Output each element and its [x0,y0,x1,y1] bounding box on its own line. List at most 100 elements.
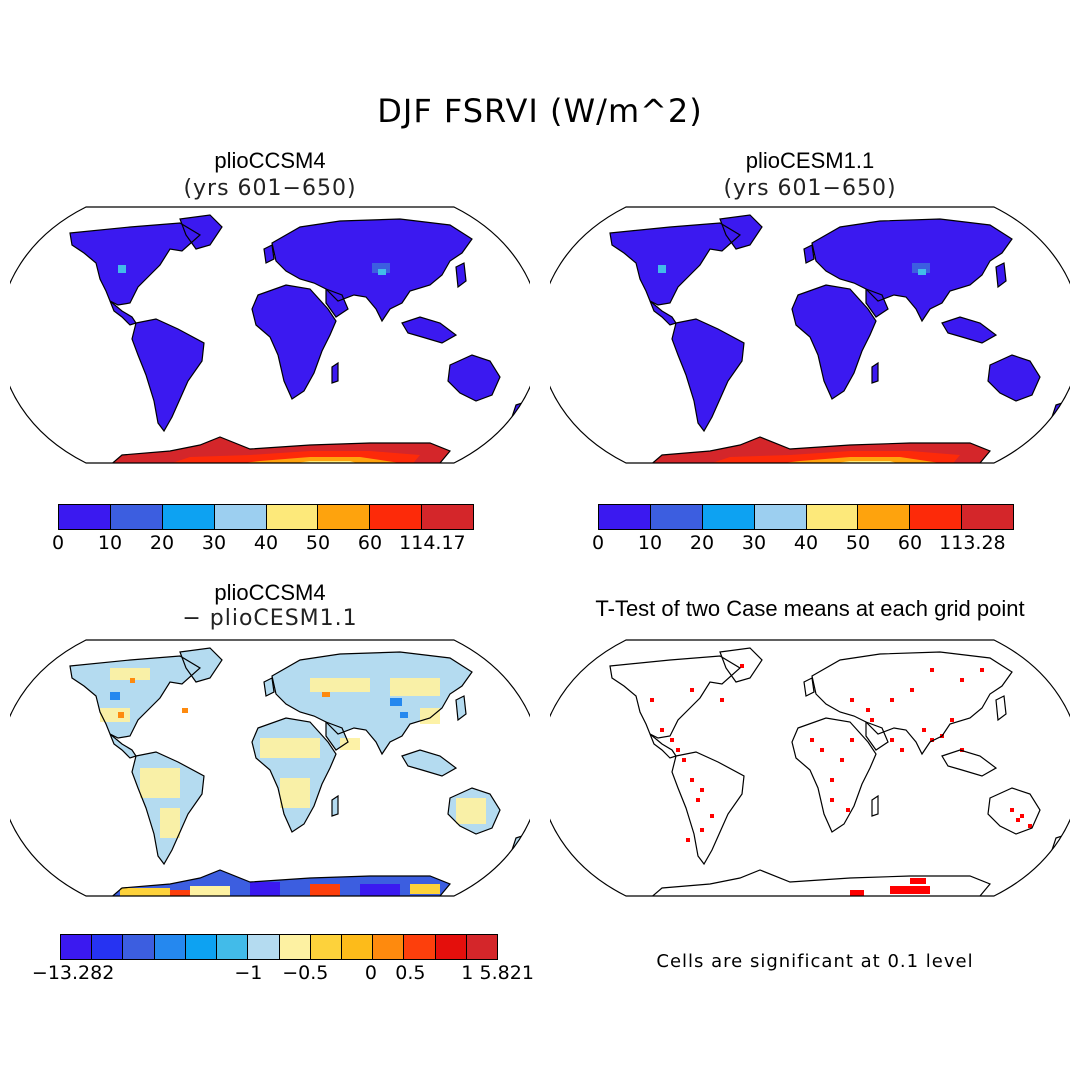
continent-africa [792,285,876,399]
coastline-japan [455,262,467,289]
continent-japan [996,263,1006,287]
antarctica-patch [310,884,340,896]
significant-cell [930,738,934,742]
continent-uk [804,245,814,263]
coastline-arabia [865,721,889,751]
coastline-uk [263,677,275,697]
colorbar-swatch [247,935,279,959]
significant-cell [870,718,874,722]
continent-japan [996,696,1006,720]
colorbar-tick-label: 5.821 [479,962,534,984]
panel3-title: plioCCSM4 [214,580,326,605]
continent-namerica [70,656,200,738]
diff-patch [140,768,180,798]
colorbar-swatch [61,935,92,959]
significant-cell [700,828,704,832]
coastline-australia [987,354,1041,402]
continent-samerica [672,319,744,431]
coastline-uk [263,244,275,264]
coastline-centralam [109,300,137,326]
significant-cell [690,778,694,782]
diff-patch [400,712,408,718]
colorbar-swatch [161,505,214,529]
coastline-namerica [69,655,202,739]
significant-cell [910,878,926,884]
colorbar-swatch [857,505,910,529]
significant-cell [910,688,914,692]
significant-cell [820,748,824,752]
coastline-namerica [609,222,742,306]
significant-cell [850,698,854,702]
significant-cell [890,738,894,742]
diff-patch [130,678,135,683]
coastlines [69,647,523,896]
colorbar-swatch [213,505,266,529]
continent-africa [252,285,336,399]
diff-patch [280,778,310,808]
significant-cell [660,728,664,732]
colorbar-tick-label: 0.5 [395,962,426,984]
diff-patch [100,708,130,722]
diff-patch [110,668,150,680]
colorbar-tick-label: 10 [637,532,663,554]
colorbar-swatch [309,935,341,959]
colorbar-swatch [278,935,310,959]
colorbar-swatch [340,935,373,959]
coastline-centralam [649,733,677,759]
colorbar-tick-label: 1 [461,962,474,984]
coastline-antarctica [106,436,451,463]
significant-cell [900,748,904,752]
continent-australia [448,355,500,401]
coastline-seasia [401,316,458,344]
significant-cell [682,758,686,762]
coastline-australia [447,354,501,402]
continent-eurasia [812,652,1012,754]
colorbar-swatch [805,505,858,529]
colorbar-swatch [369,505,422,529]
significant-cell [710,814,714,818]
significant-cell [1028,824,1032,828]
coastline-africa [791,284,877,400]
colorbar-swatch [153,935,185,959]
coastline-uk [803,677,815,697]
coastline-eurasia [811,651,1013,756]
coastline-australia [987,787,1041,835]
land-layer [70,215,522,463]
colorbar-swatch [317,505,370,529]
significant-cell [740,664,744,668]
coastline-madagascar [871,794,879,817]
significant-cell [930,668,934,672]
coastline-antarctica [646,869,991,896]
colorbar-tick-label: 30 [741,532,767,554]
continent-madagascar [332,796,338,816]
antarctica-patch [410,884,440,894]
coastline-eurasia [271,218,473,323]
panel3-subtitle: − plioCESM1.1 [182,606,358,631]
coastline-antarctica [646,436,991,463]
colorbar-swatch [122,935,154,959]
coastline-samerica [671,318,745,433]
coastlines [609,647,1063,896]
significant-cell [980,668,984,672]
continent-australia [988,355,1040,401]
colorbar-cesm: 0 10 20 30 40 50 60 113.28 [592,504,1014,554]
coastline-eurasia [271,651,473,756]
continent-seasia [402,750,456,776]
continent-japan [456,696,466,720]
colorbar-tick-label: −1 [234,962,263,984]
map-border [10,639,530,897]
significance-note: Cells are significant at 0.1 level [656,951,974,972]
significant-cell [890,886,930,894]
anomaly-spot [912,263,930,273]
significant-cell [696,798,700,802]
continent-seasia [942,750,996,776]
map-border [10,206,530,464]
continent-uk [264,678,274,696]
continent-japan [456,263,466,287]
colorbar-tick-label: 20 [689,532,715,554]
continent-eurasia [272,652,472,754]
diff-patch [390,678,440,696]
significant-cell [922,728,926,732]
coastline-seasia [401,749,458,777]
significant-cell [830,778,834,782]
